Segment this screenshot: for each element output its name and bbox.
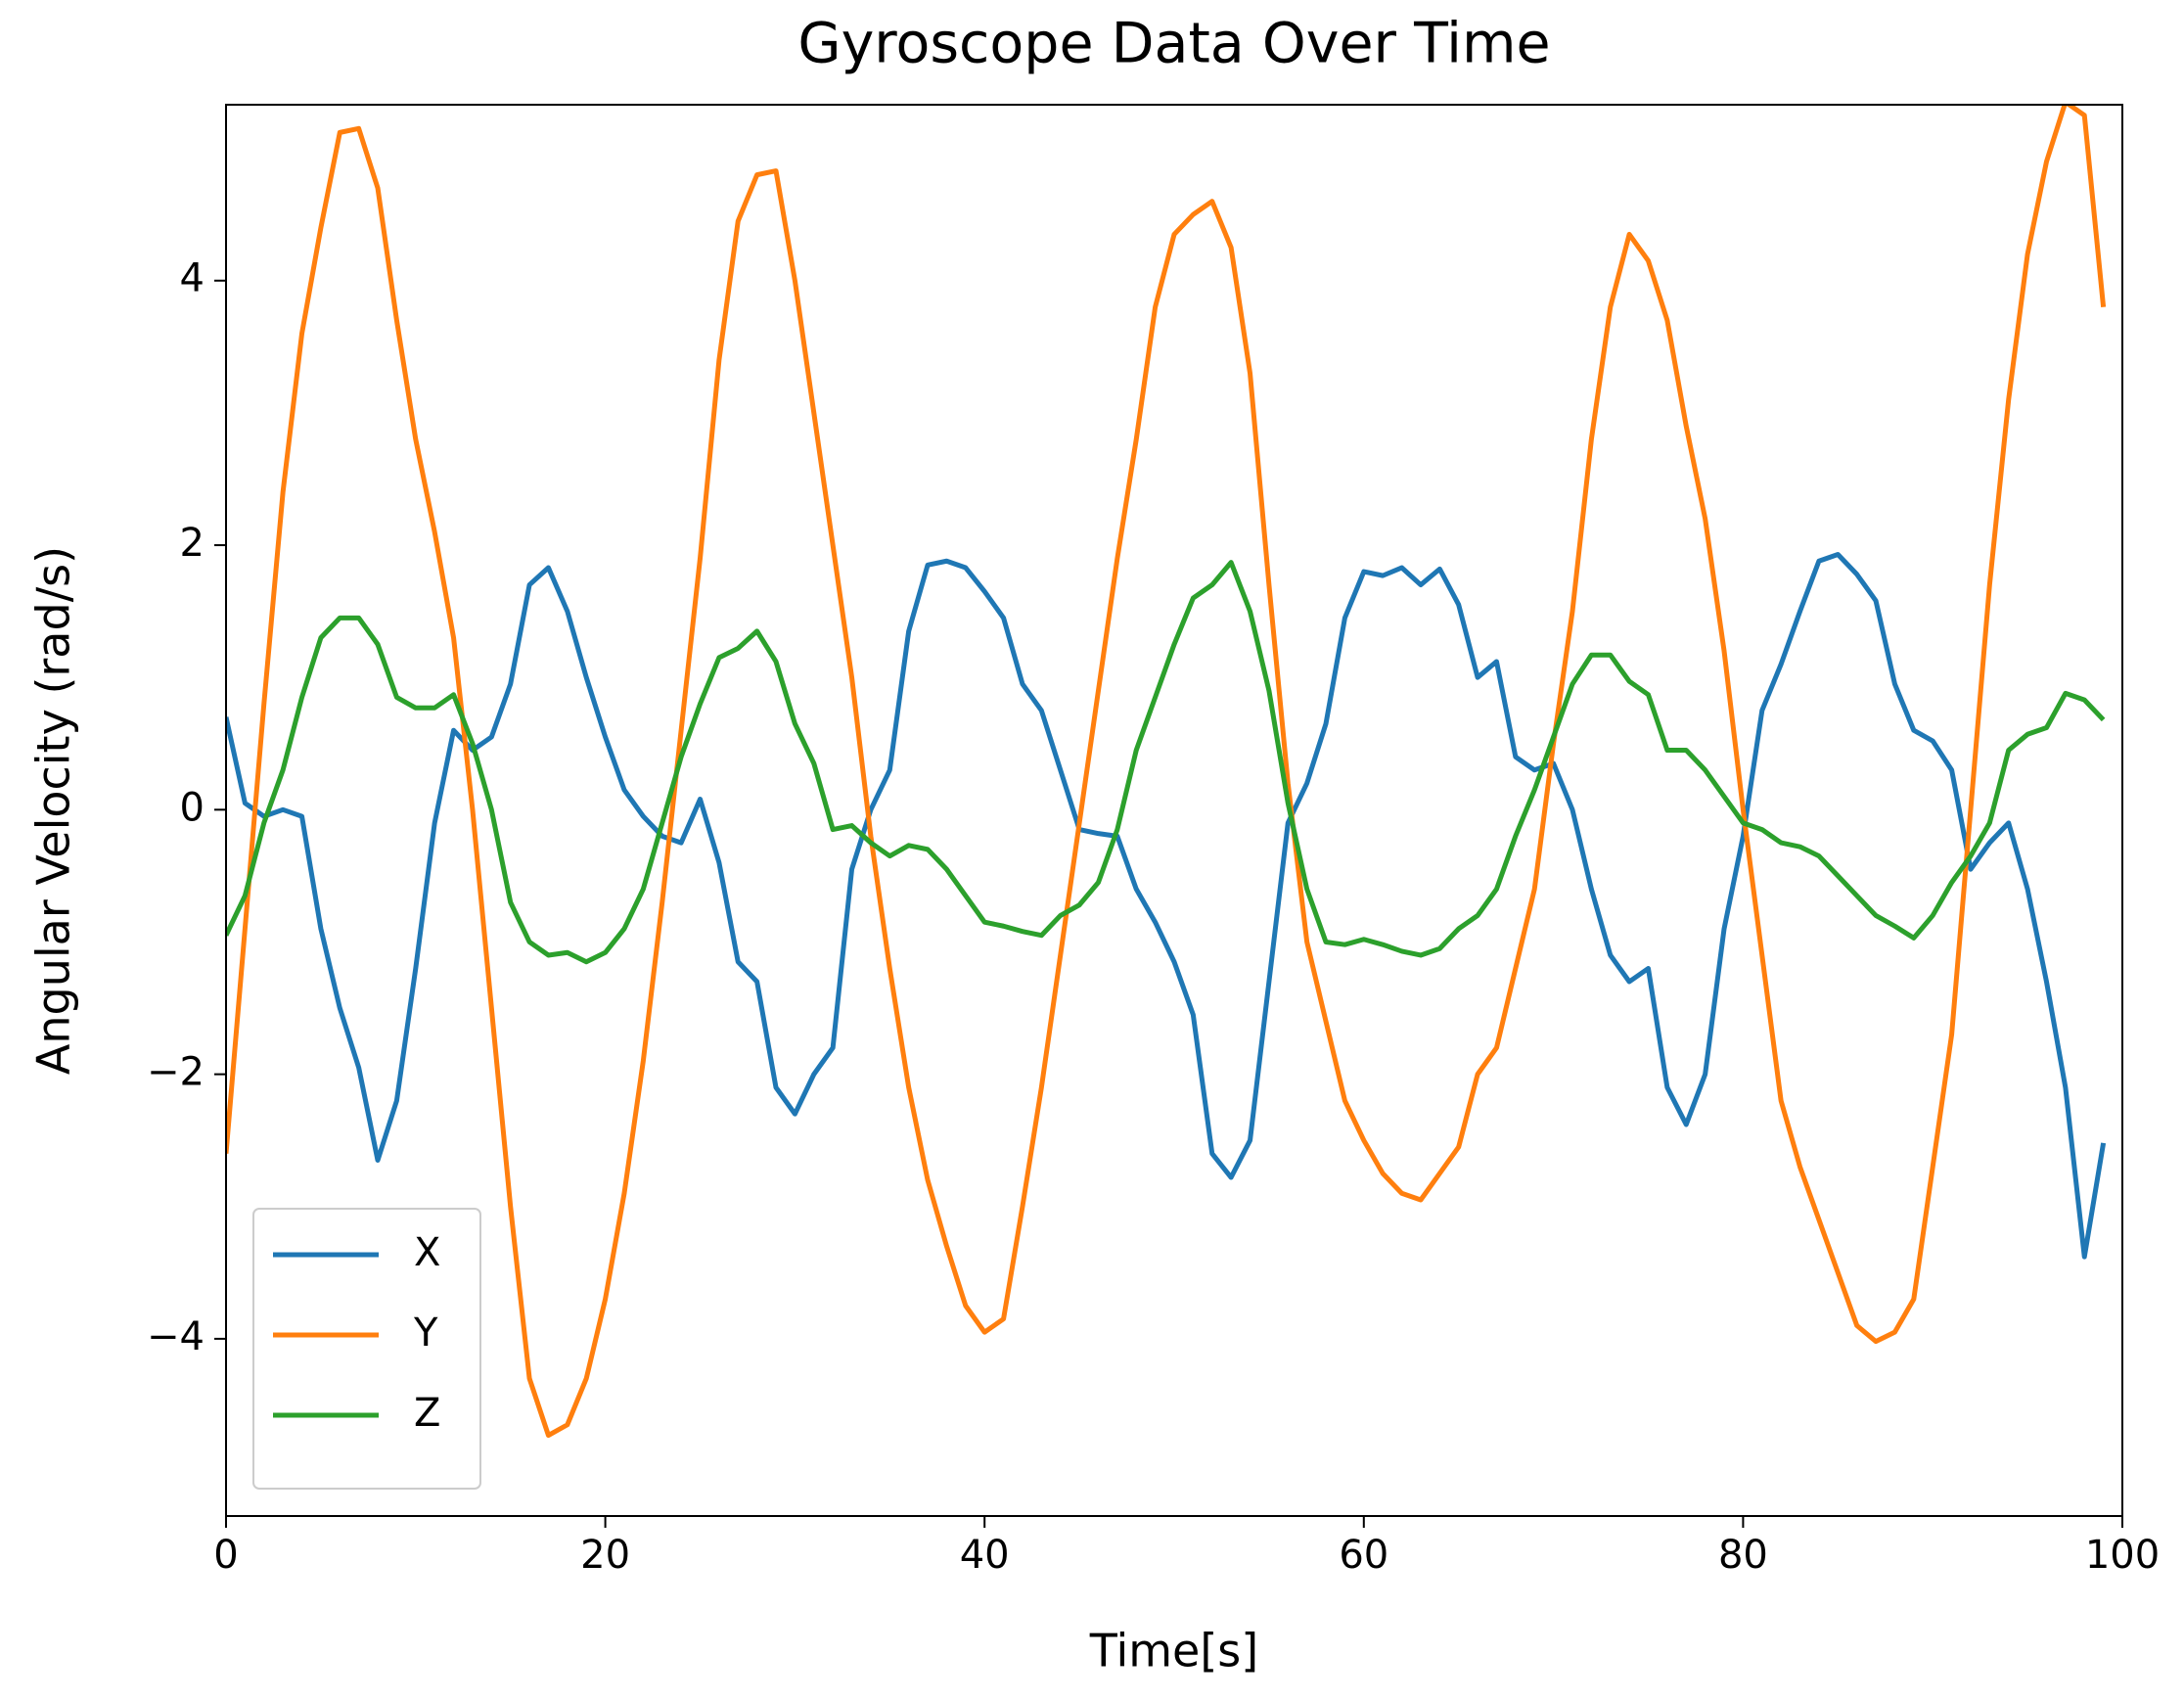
x-tick-label: 60: [1339, 1533, 1388, 1578]
x-tick-label: 0: [213, 1533, 238, 1578]
x-tick-label: 40: [960, 1533, 1010, 1578]
legend-label: X: [414, 1230, 440, 1275]
legend-box: [252, 1208, 481, 1490]
legend-label: Z: [414, 1391, 440, 1436]
y-tick-label: 2: [180, 521, 205, 566]
x-axis-label: Time[s]: [1089, 1625, 1258, 1678]
data-line: [226, 560, 2106, 965]
chart-title: Gyroscope Data Over Time: [797, 12, 1550, 76]
x-tick-label: 20: [580, 1533, 630, 1578]
legend-label: Y: [413, 1310, 438, 1356]
y-tick-label: −2: [147, 1050, 205, 1095]
x-tick-label: 80: [1718, 1533, 1768, 1578]
y-tick-label: 4: [180, 256, 205, 301]
data-line: [226, 551, 2107, 1260]
y-tick-label: −4: [147, 1314, 205, 1359]
data-line: [226, 105, 2107, 1439]
plot-frame: [225, 104, 2123, 1517]
y-tick-label: 0: [180, 785, 205, 830]
y-axis-label: Angular Velocity (rad/s): [27, 546, 80, 1075]
x-tick-label: 100: [2085, 1533, 2160, 1578]
